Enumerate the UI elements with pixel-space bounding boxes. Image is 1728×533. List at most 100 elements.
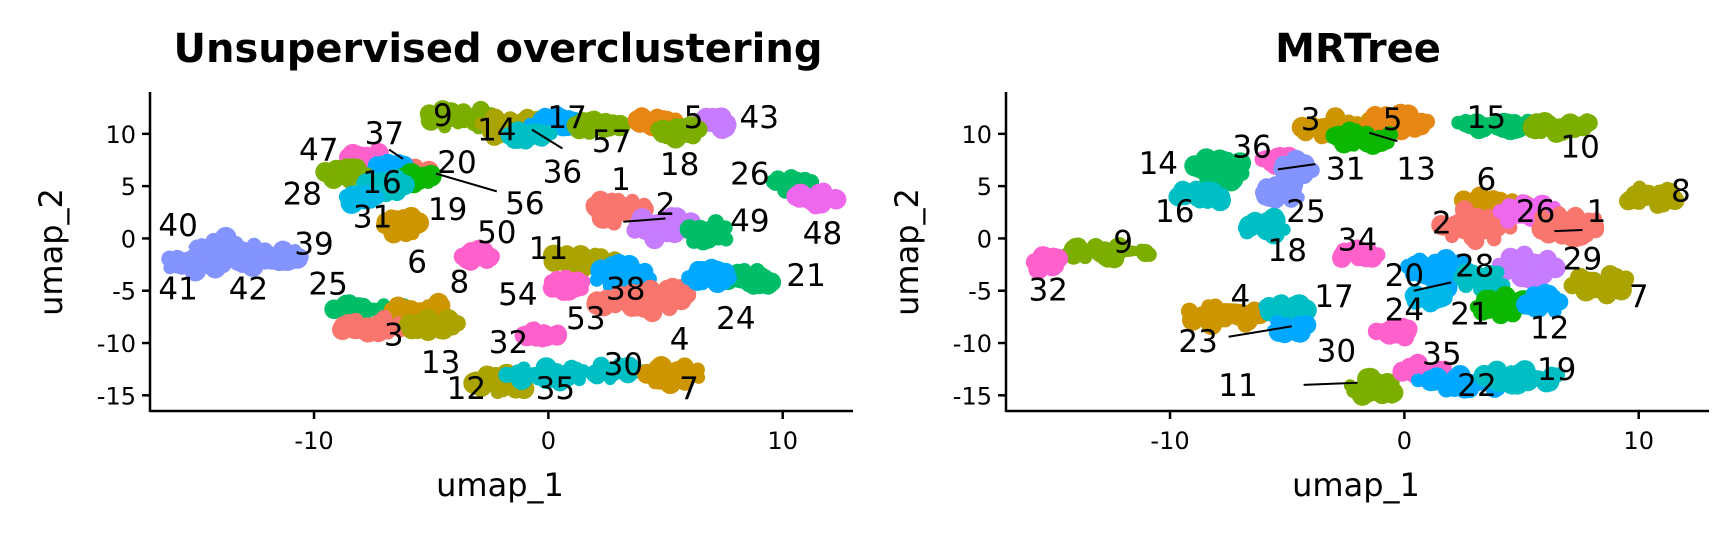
cell-point [684, 128, 702, 145]
cell-point [626, 221, 644, 239]
cell-point [1404, 262, 1421, 279]
cell-point [419, 322, 438, 341]
cluster-label-20: 20 [1385, 258, 1424, 294]
cell-point [628, 300, 646, 317]
cell-point [552, 373, 566, 386]
cell-point [346, 299, 362, 315]
cell-point [707, 214, 725, 231]
cell-point [473, 380, 489, 396]
cell-point [1552, 223, 1573, 245]
cluster-12 [1516, 283, 1569, 318]
cluster-23 [1267, 314, 1317, 344]
cluster-label-36: 36 [1232, 129, 1271, 165]
cell-point [1632, 180, 1647, 194]
cell-point [610, 117, 629, 136]
cluster-label-31: 31 [1326, 151, 1365, 187]
cluster-label-11: 11 [1218, 368, 1257, 404]
cluster-label-50: 50 [477, 215, 516, 251]
y-tick-label: 5 [121, 173, 136, 201]
cell-point [286, 244, 301, 259]
cluster-label-6: 6 [1477, 162, 1497, 198]
cluster-label-9: 9 [433, 98, 453, 134]
cluster-label-40: 40 [158, 208, 197, 244]
cluster-11 [1343, 367, 1404, 406]
cluster-label-56: 56 [505, 186, 544, 222]
cell-point [1554, 118, 1569, 132]
cell-point [1461, 216, 1481, 237]
cell-point [527, 329, 545, 347]
cell-point [1466, 232, 1485, 250]
x-tick-label: -10 [1150, 427, 1189, 455]
cell-point [684, 223, 700, 239]
cell-point [690, 362, 705, 377]
cluster-49 [679, 214, 734, 251]
x-tick-label: 10 [1623, 427, 1654, 455]
cell-point [1305, 116, 1320, 131]
cell-point [589, 273, 604, 287]
cluster-30 [1367, 317, 1418, 347]
cluster-label-13: 13 [421, 345, 460, 381]
cell-point [1483, 220, 1500, 236]
cluster-label-49: 49 [730, 204, 769, 240]
y-tick-label: 0 [121, 225, 136, 253]
cluster-31 [376, 206, 430, 244]
cell-point [597, 289, 615, 307]
cluster-15 [1451, 112, 1536, 141]
cluster-4 [1180, 298, 1274, 336]
cluster-26 [1492, 194, 1562, 232]
x-tick-label: -10 [294, 427, 333, 455]
cluster-label-26: 26 [730, 157, 769, 193]
cluster-label-42: 42 [229, 272, 268, 308]
label-leader-line [1368, 131, 1398, 143]
cell-point [667, 279, 686, 298]
panel-title: Unsupervised overclustering [174, 26, 823, 72]
cell-point [757, 269, 774, 286]
x-axis-ticks: -10 0 10 [294, 411, 798, 455]
cell-point [444, 313, 459, 327]
y-axis-title: umap_2 [888, 188, 926, 316]
cluster-13 [398, 308, 466, 341]
cluster-28 [1453, 263, 1511, 299]
cluster-18 [1237, 207, 1291, 245]
cluster-label-5: 5 [684, 100, 704, 136]
cluster-label-16: 16 [362, 165, 401, 201]
cell-point [1506, 213, 1519, 226]
y-tick-label: 5 [977, 173, 992, 201]
cell-point [1347, 139, 1360, 152]
x-axis-title: umap_1 [1292, 466, 1420, 504]
y-axis-title: umap_2 [32, 188, 70, 316]
cell-point [419, 104, 439, 124]
y-axis-ticks: -15 -10 -5 0 5 10 [97, 121, 150, 410]
cell-point [714, 120, 730, 137]
x-tick-label: 0 [541, 427, 556, 455]
cluster-label-28: 28 [1455, 249, 1494, 285]
cluster-label-21: 21 [786, 258, 825, 294]
cell-point [424, 167, 439, 183]
cell-point [826, 189, 844, 207]
cell-point [767, 175, 783, 191]
cell-point [1525, 286, 1543, 304]
cluster-label-12: 12 [1530, 310, 1569, 346]
cluster-label-22: 22 [1457, 368, 1496, 404]
cell-point [1215, 171, 1230, 186]
cell-point [1451, 115, 1466, 130]
cell-point [348, 158, 367, 177]
cell-point [1372, 383, 1393, 405]
cell-point [1264, 208, 1285, 229]
cell-point [1410, 373, 1425, 388]
cell-point [1468, 116, 1490, 138]
cell-point [400, 207, 421, 228]
cluster-label-24: 24 [716, 301, 755, 337]
cluster-label-32: 32 [1028, 273, 1067, 309]
cell-point [1046, 255, 1064, 272]
cell-point [1296, 323, 1310, 338]
cluster-label-37: 37 [365, 116, 404, 152]
cluster-24 [681, 258, 737, 293]
cluster-32 [514, 321, 568, 348]
cell-point [689, 260, 707, 279]
cluster-label-12: 12 [447, 371, 486, 407]
cluster-7 [636, 356, 706, 395]
cell-point [647, 360, 669, 383]
